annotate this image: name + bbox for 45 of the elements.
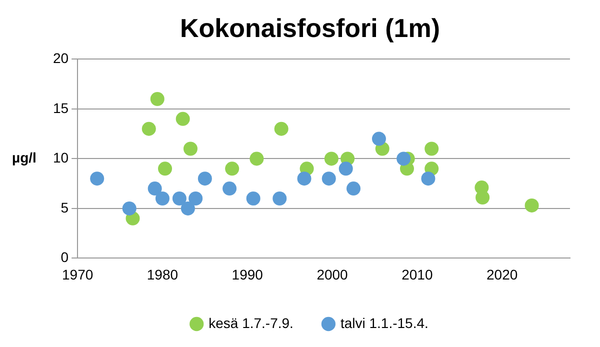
point [122,201,136,216]
point [372,132,386,146]
chart-title: Kokonaisfosfori (1m) [180,12,440,43]
point [346,182,360,196]
point [396,152,411,166]
point [272,192,287,206]
point [158,162,172,176]
point [155,192,170,206]
point [424,142,439,156]
x-tick-label: 1980 [146,266,178,282]
point [324,152,338,166]
point [476,190,490,205]
y-tick-label: 15 [52,100,69,116]
y-axis-title: µg/l [12,150,36,166]
x-tick-label: 2010 [402,266,433,282]
point [338,162,353,176]
point [90,172,104,186]
point [183,142,198,156]
y-tick-label: 5 [60,199,69,216]
point [176,112,190,126]
x-tick-label: 2000 [316,266,348,282]
point [198,172,212,186]
point [274,122,288,136]
x-tick-label: 1970 [62,266,94,282]
x-tick-label: 1990 [232,266,264,282]
point [322,172,336,186]
point [180,201,195,216]
point [421,172,436,186]
point [148,182,162,196]
point [172,192,186,206]
y-tick-label: 0 [60,249,69,266]
point [524,198,539,212]
y-tick-label: 20 [52,50,69,66]
point [250,152,264,166]
point [150,92,164,106]
point [225,162,240,176]
x-tick-label: 2020 [486,266,518,282]
legend-label: kesä 1.7.-7.9. [208,314,294,331]
point [142,122,156,136]
point [246,192,260,206]
point [297,172,312,186]
point [188,192,203,206]
point [222,182,237,196]
legend-label: talvi 1.1.-15.4. [340,314,428,331]
y-tick-label: 10 [52,150,69,166]
